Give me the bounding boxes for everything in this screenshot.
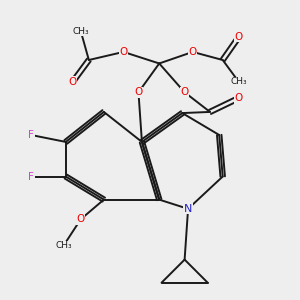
Text: O: O: [76, 214, 85, 224]
Text: F: F: [28, 130, 34, 140]
Text: O: O: [134, 87, 142, 97]
Text: CH₃: CH₃: [230, 77, 247, 86]
Text: O: O: [235, 93, 243, 103]
Text: O: O: [189, 47, 197, 57]
Text: O: O: [69, 77, 77, 87]
Text: N: N: [184, 204, 192, 214]
Text: F: F: [28, 172, 34, 182]
Text: CH₃: CH₃: [73, 27, 89, 36]
Text: O: O: [235, 32, 243, 42]
Text: O: O: [181, 87, 189, 97]
Text: CH₃: CH₃: [55, 241, 72, 250]
Text: O: O: [119, 47, 128, 57]
